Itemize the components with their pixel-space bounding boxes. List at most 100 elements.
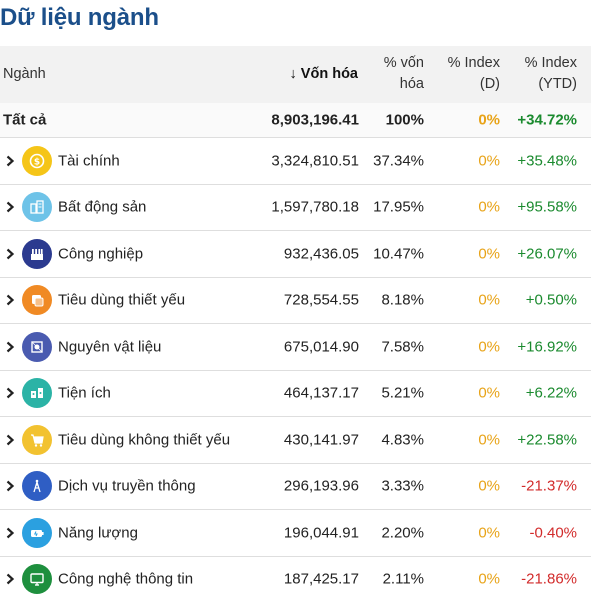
battery-icon <box>22 517 52 548</box>
chevron-right-icon[interactable] <box>4 527 16 539</box>
sector-pct-cap: 37.34% <box>373 152 424 170</box>
sector-pct-index-d: 0% <box>478 570 500 588</box>
sector-pct-index-ytd: -0.40% <box>529 524 577 542</box>
sector-pct-index-d: 0% <box>478 198 500 216</box>
table-row[interactable]: Tiêu dùng thiết yếu 728,554.55 8.18% 0% +0.5… <box>0 278 591 324</box>
column-header-market-cap[interactable]: ↓ Vốn hóa <box>289 66 358 82</box>
sector-name[interactable]: Tiêu dùng không thiết yếu <box>58 431 231 449</box>
sector-pct-index-ytd: +16.92% <box>517 338 577 356</box>
coin-icon: $ <box>22 145 52 176</box>
column-header-pct-index-ytd-line2: (YTD) <box>538 76 577 92</box>
column-header-pct-index-ytd-line1: % Index <box>524 55 577 71</box>
sector-pct-cap: 10.47% <box>373 245 424 263</box>
chevron-right-icon[interactable] <box>4 387 16 399</box>
sector-market-cap: 187,425.17 <box>283 570 359 588</box>
total-row: Tất cả 8,903,196.41 100% 0% +34.72% <box>0 103 591 138</box>
sector-pct-cap: 7.58% <box>381 338 424 356</box>
sector-pct-index-d: 0% <box>478 338 500 356</box>
sector-market-cap: 728,554.55 <box>283 291 359 309</box>
sector-name[interactable]: Bất động sản <box>58 198 147 216</box>
sector-table: Ngành ↓ Vốn hóa % vốn hóa % Index (D) % … <box>0 46 591 600</box>
sector-market-cap: 196,044.91 <box>283 524 359 542</box>
table-row[interactable]: Tiêu dùng không thiết yếu 430,141.97 4.83%… <box>0 417 591 464</box>
sector-market-cap: 3,324,810.51 <box>271 152 359 170</box>
sector-pct-index-d: 0% <box>478 291 500 309</box>
page-title: Dữ liệu ngành <box>0 4 159 31</box>
table-row[interactable]: Công nghệ thông tin 187,425.17 2.11% 0% -21.… <box>0 557 591 600</box>
sector-pct-index-d: 0% <box>478 152 500 170</box>
sector-name[interactable]: Tiêu dùng thiết yếu <box>58 291 186 309</box>
chevron-right-icon[interactable] <box>4 341 16 353</box>
table-row[interactable]: $ Tài chính 3,324,810.51 37.34% 0% +35.48% <box>0 138 591 185</box>
table-row[interactable]: Bất động sản 1,597,780.18 17.95% 0% +95.58% <box>0 185 591 231</box>
chevron-right-icon[interactable] <box>4 434 16 446</box>
sector-pct-index-d: 0% <box>478 524 500 542</box>
column-header-pct-cap-line2: hóa <box>399 76 424 92</box>
sector-market-cap: 932,436.05 <box>283 245 359 263</box>
sector-pct-index-ytd: -21.86% <box>521 570 577 588</box>
sector-pct-cap: 5.21% <box>381 384 424 402</box>
sector-pct-cap: 3.33% <box>381 477 424 495</box>
sector-pct-cap: 2.20% <box>381 524 424 542</box>
table-header: Ngành ↓ Vốn hóa % vốn hóa % Index (D) % … <box>0 46 591 103</box>
sector-pct-index-ytd: +6.22% <box>525 384 577 402</box>
materials-icon <box>22 331 52 362</box>
sector-pct-cap: 2.11% <box>382 570 424 588</box>
total-market-cap: 8,903,196.41 <box>271 111 359 129</box>
table-row[interactable]: Công nghiệp 932,436.05 10.47% 0% +26.07% <box>0 231 591 278</box>
svg-text:$: $ <box>34 157 40 167</box>
sector-name[interactable]: Năng lượng <box>58 524 138 542</box>
sector-market-cap: 296,193.96 <box>283 477 359 495</box>
sector-name[interactable]: Tiện ích <box>58 384 111 402</box>
sector-market-cap: 464,137.17 <box>283 384 359 402</box>
basket-icon <box>22 285 52 316</box>
sector-pct-index-ytd: +35.48% <box>517 152 577 170</box>
chevron-right-icon[interactable] <box>4 480 16 492</box>
sector-name[interactable]: Dịch vụ truyền thông <box>58 477 196 495</box>
sector-pct-index-d: 0% <box>478 477 500 495</box>
total-name: Tất cả <box>3 111 47 129</box>
column-header-pct-cap-line1: % vốn <box>383 55 424 71</box>
sector-name[interactable]: Công nghệ thông tin <box>58 570 194 588</box>
sector-pct-index-ytd: +22.58% <box>517 431 577 449</box>
sector-pct-index-ytd: +95.58% <box>517 198 577 216</box>
sector-pct-cap: 4.83% <box>381 431 424 449</box>
chevron-right-icon[interactable] <box>4 201 16 213</box>
sector-pct-index-ytd: +0.50% <box>525 291 577 309</box>
sector-pct-cap: 8.18% <box>381 291 424 309</box>
sector-name[interactable]: Tài chính <box>58 152 120 170</box>
factory-icon <box>22 238 52 269</box>
chevron-right-icon[interactable] <box>4 294 16 306</box>
column-header-sector[interactable]: Ngành <box>3 66 46 82</box>
table-row[interactable]: Dịch vụ truyền thông 296,193.96 3.33% 0% -21… <box>0 464 591 510</box>
sector-market-cap: 430,141.97 <box>283 431 359 449</box>
sector-market-cap: 1,597,780.18 <box>271 198 359 216</box>
cart-icon <box>22 424 52 455</box>
chevron-right-icon[interactable] <box>4 573 16 585</box>
sector-name[interactable]: Nguyên vật liệu <box>58 338 162 356</box>
sector-pct-index-d: 0% <box>478 431 500 449</box>
column-header-pct-index-d-line1: % Index <box>447 55 500 71</box>
table-row[interactable]: Nguyên vật liệu 675,014.90 7.58% 0% +16.92% <box>0 324 591 371</box>
sector-name[interactable]: Công nghiệp <box>58 245 144 263</box>
table-row[interactable]: Tiện ích 464,137.17 5.21% 0% +6.22% <box>0 371 591 417</box>
sector-pct-cap: 17.95% <box>373 198 424 216</box>
total-pct-index-ytd: +34.72% <box>517 111 577 129</box>
column-header-pct-index-d-line2: (D) <box>479 76 500 92</box>
sector-pct-index-d: 0% <box>478 245 500 263</box>
column-header-pct-index-ytd[interactable]: % Index (YTD) <box>505 53 577 95</box>
table-row[interactable]: Năng lượng 196,044.91 2.20% 0% -0.40% <box>0 510 591 557</box>
utility-icon <box>22 378 52 409</box>
sector-pct-index-ytd: +26.07% <box>517 245 577 263</box>
sector-pct-index-d: 0% <box>478 384 500 402</box>
antenna-icon <box>22 471 52 502</box>
column-header-pct-cap[interactable]: % vốn hóa <box>364 53 424 95</box>
buildings-icon <box>22 192 52 223</box>
total-pct-cap: 100% <box>385 111 424 129</box>
column-header-pct-index-d[interactable]: % Index (D) <box>430 53 500 95</box>
monitor-icon <box>22 564 52 595</box>
chevron-right-icon[interactable] <box>4 155 16 167</box>
total-pct-index-d: 0% <box>478 111 500 129</box>
chevron-right-icon[interactable] <box>4 248 16 260</box>
sector-market-cap: 675,014.90 <box>283 338 359 356</box>
